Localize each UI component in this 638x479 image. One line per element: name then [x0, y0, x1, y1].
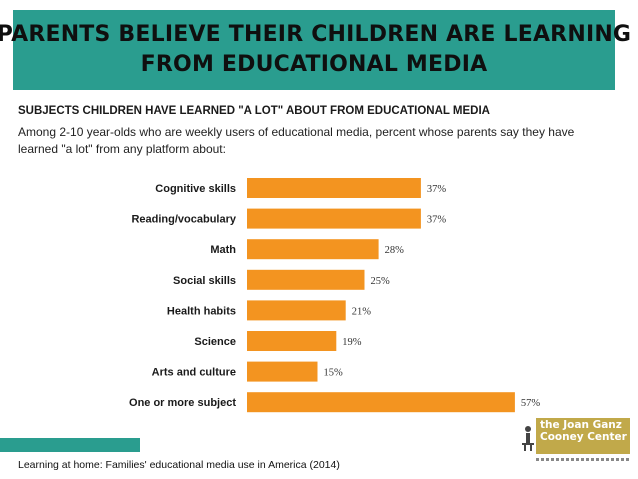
bar [247, 178, 421, 198]
data-label: 19% [342, 337, 362, 348]
data-label: 37% [427, 215, 447, 226]
footer-accent-bar [0, 438, 140, 452]
cooney-center-logo: the Joan Ganz Cooney Center [520, 418, 632, 470]
bar [247, 361, 318, 382]
category-label: Health habits [167, 305, 236, 317]
logo-title-line-2: Cooney Center [540, 431, 627, 443]
data-label: 25% [371, 276, 391, 287]
bar [247, 269, 365, 290]
logo-box [536, 418, 630, 454]
page-title-line-2: FROM EDUCATIONAL MEDIA [140, 52, 488, 77]
bar [247, 300, 346, 321]
category-label: Cognitive skills [155, 183, 236, 195]
data-label: 57% [521, 398, 541, 409]
logo-figure-icon [522, 426, 534, 451]
data-label: 37% [427, 184, 447, 195]
bar [247, 239, 379, 260]
title-banner: PARENTS BELIEVE THEIR CHILDREN ARE LEARN… [0, 10, 631, 90]
logo-tagline-strip [536, 458, 630, 461]
bar [247, 331, 337, 351]
chart-description: Among 2-10 year-olds who are weekly user… [18, 125, 575, 156]
data-label: 15% [324, 368, 344, 379]
bar [247, 392, 515, 413]
category-label: One or more subject [129, 397, 236, 409]
page-title-line-1: PARENTS BELIEVE THEIR CHILDREN ARE LEARN… [0, 22, 632, 47]
logo-title: the Joan Ganz Cooney Center [540, 419, 627, 443]
bar [247, 208, 421, 229]
data-label: 21% [352, 306, 372, 317]
logo-title-line-1: the Joan Ganz [540, 419, 622, 431]
source-citation: Learning at home: Families' educational … [18, 459, 340, 471]
category-label: Science [194, 336, 236, 348]
category-label: Math [210, 244, 236, 256]
category-label: Reading/vocabulary [131, 214, 236, 226]
category-label: Social skills [173, 275, 236, 287]
category-label: Arts and culture [152, 367, 236, 379]
chart-subtitle: SUBJECTS CHILDREN HAVE LEARNED "A LOT" A… [18, 105, 490, 117]
data-label: 28% [385, 245, 405, 256]
